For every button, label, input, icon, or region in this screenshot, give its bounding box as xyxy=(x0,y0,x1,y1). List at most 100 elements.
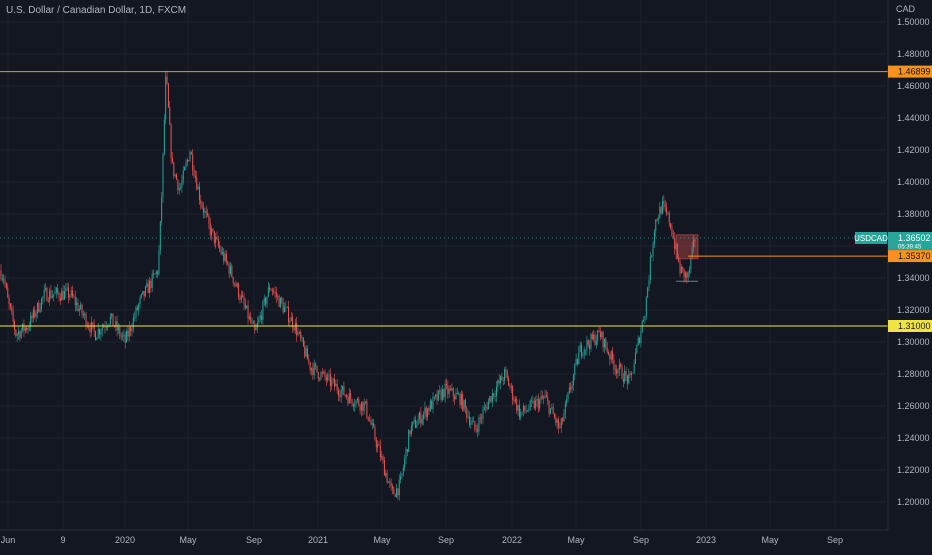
candle-body-up xyxy=(323,371,325,373)
candle-body-up xyxy=(43,289,45,297)
candle-body-down xyxy=(682,266,684,269)
candle-body-down xyxy=(68,287,69,298)
candle-body-up xyxy=(532,400,534,402)
candle-body-down xyxy=(312,368,314,376)
candle-body-down xyxy=(207,213,209,216)
level-price-label-bg xyxy=(888,320,932,332)
candle-body-up xyxy=(342,386,344,391)
candle-body-down xyxy=(443,389,445,398)
candle-body-up xyxy=(528,409,530,411)
candle-body-up xyxy=(84,313,86,316)
x-tick-label: 2020 xyxy=(115,535,135,545)
candle-body-down xyxy=(608,352,609,355)
candle-body-up xyxy=(332,378,334,381)
candle-body-up xyxy=(140,294,142,298)
candle-body-down xyxy=(304,346,306,357)
candle-body-down xyxy=(436,394,438,401)
candle-body-up xyxy=(305,348,307,357)
candle-body-down xyxy=(321,372,323,374)
candle-body-down xyxy=(428,408,430,411)
candle-body-up xyxy=(246,305,248,309)
candle-body-up xyxy=(356,399,358,401)
candle-body-down xyxy=(217,238,219,246)
candle-body-up xyxy=(647,287,649,298)
candle-body-up xyxy=(437,390,439,401)
candle-body-down xyxy=(683,268,685,278)
candle-body-up xyxy=(259,315,261,320)
candle-body-up xyxy=(108,323,110,326)
candle-body-up xyxy=(610,350,612,360)
candle-body-down xyxy=(269,287,271,290)
candle-body-up xyxy=(189,152,191,161)
candle-body-up xyxy=(624,371,626,382)
candle-body-up xyxy=(262,301,264,320)
candle-body-down xyxy=(193,170,195,177)
y-tick-label: 1.32000 xyxy=(897,305,930,315)
x-tick-label: Sep xyxy=(633,535,649,545)
candle-body-down xyxy=(591,334,593,340)
candle-body-down xyxy=(362,401,364,411)
candle-body-up xyxy=(398,480,400,496)
candle-body-up xyxy=(640,331,642,343)
candle-body-down xyxy=(537,399,539,409)
candle-body-up xyxy=(181,180,183,188)
candle-body-down xyxy=(223,251,225,262)
candle-body-down xyxy=(420,412,422,424)
candle-body-down xyxy=(479,417,481,419)
candle-body-up xyxy=(566,399,568,404)
candle-body-down xyxy=(678,257,680,262)
candle-body-up xyxy=(103,326,105,328)
candle-body-up xyxy=(159,221,161,251)
candle-body-down xyxy=(93,323,95,332)
candle-body-up xyxy=(184,167,186,171)
horizontal-levels[interactable] xyxy=(0,71,888,327)
candle-body-down xyxy=(188,160,190,161)
candle-body-up xyxy=(483,407,485,411)
candle-body-up xyxy=(435,394,437,397)
candle-body-up xyxy=(451,388,453,391)
candle-body-down xyxy=(7,287,9,298)
candle-body-down xyxy=(74,296,76,306)
x-tick-label: Sep xyxy=(827,535,843,545)
candle-body-down xyxy=(414,419,416,428)
candle-body-up xyxy=(551,407,553,409)
x-tick-label: Jun xyxy=(1,535,16,545)
candle-body-down xyxy=(562,418,564,422)
candle-body-up xyxy=(648,279,650,288)
candle-body-down xyxy=(0,270,2,280)
candle-body-down xyxy=(127,331,129,337)
candle-body-down xyxy=(77,302,79,312)
candle-body-down xyxy=(26,327,28,331)
candle-body-down xyxy=(477,429,479,432)
candle-body-up xyxy=(652,243,654,256)
candle-body-down xyxy=(548,401,550,414)
candle-body-down xyxy=(92,322,94,324)
candle-body-up xyxy=(39,309,41,312)
candle-body-down xyxy=(220,248,222,254)
candle-body-up xyxy=(28,327,30,329)
candle-body-up xyxy=(691,247,693,258)
x-tick-label: May xyxy=(179,535,197,545)
candle-body-down xyxy=(351,399,353,405)
candle-body-up xyxy=(564,403,566,414)
candle-body-down xyxy=(12,311,14,322)
symbol-tag-bg xyxy=(855,231,887,244)
candle-body-down xyxy=(394,493,396,497)
candle-body-down xyxy=(346,395,348,398)
candle-body-up xyxy=(327,375,329,381)
candle-body-down xyxy=(85,313,87,327)
candle-body-up xyxy=(340,390,342,397)
candle-body-up xyxy=(161,197,163,222)
candle-body-down xyxy=(501,376,503,381)
candle-body-up xyxy=(100,331,102,335)
candle-body-up xyxy=(649,256,651,280)
candle-body-down xyxy=(213,231,215,243)
price-zone-rect xyxy=(675,234,699,260)
level-price-label: 1.46899 xyxy=(898,67,931,77)
candle-body-up xyxy=(567,392,569,400)
candle-body-up xyxy=(416,424,418,428)
candle-body-up xyxy=(117,327,119,331)
candle-body-up xyxy=(335,383,337,387)
